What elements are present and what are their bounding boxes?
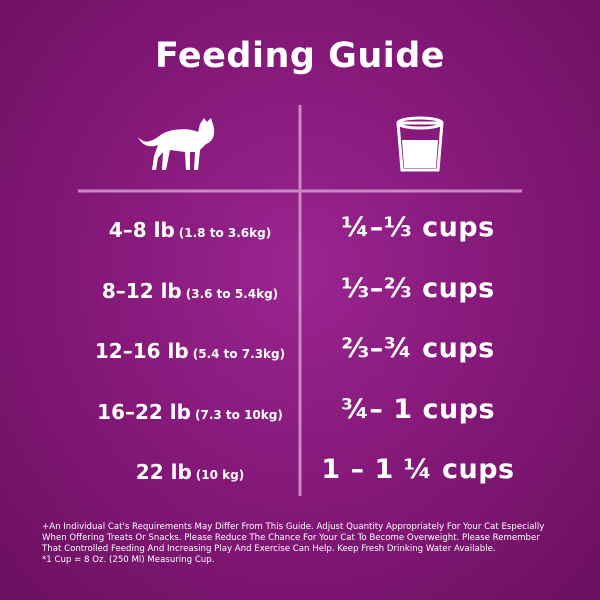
table-row: 12–16 lb (5.4 to 7.3kg) ⅔–¾ cups bbox=[0, 331, 600, 371]
amount: ⅔–¾ cups bbox=[341, 333, 495, 364]
weight-cell: 12–16 lb (5.4 to 7.3kg) bbox=[40, 339, 340, 363]
table-row: 4–8 lb (1.8 to 3.6kg) ¼–⅓ cups bbox=[0, 210, 600, 250]
weight: 8–12 lb bbox=[101, 278, 182, 303]
amount: ¾– 1 cups bbox=[340, 393, 496, 425]
cat-icon bbox=[138, 118, 215, 170]
footnote-line: When Offering Treats Or Snacks. Please R… bbox=[42, 533, 540, 543]
title: Feeding Guide bbox=[154, 36, 446, 76]
metric-weight: (1.8 to 3.6kg) bbox=[178, 226, 272, 240]
footnote-line: +An Individual Cat's Requirements May Di… bbox=[42, 522, 545, 532]
metric-weight: (3.6 to 5.4kg) bbox=[185, 286, 279, 301]
weight-cell: 4–8 lb (1.8 to 3.6kg) bbox=[40, 218, 340, 242]
weight-cell: 16–22 lb (7.3 to 10kg) bbox=[40, 400, 340, 424]
metric-weight: (10 kg) bbox=[195, 468, 245, 482]
footnote-line: That Controlled Feeding And Increasing P… bbox=[42, 544, 496, 554]
amount: ¼–⅓ cups bbox=[341, 212, 495, 243]
table-row: 16–22 lb (7.3 to 10kg) ¾– 1 cups bbox=[0, 392, 600, 432]
amount: 1 – 1 ¼ cups bbox=[321, 454, 515, 485]
footnote: +An Individual Cat's Requirements May Di… bbox=[42, 522, 600, 566]
weight: 22 lb bbox=[135, 460, 192, 484]
cup-icon bbox=[396, 116, 444, 172]
weight: 12–16 lb bbox=[94, 339, 189, 363]
metric-weight: (5.4 to 7.3kg) bbox=[192, 347, 286, 361]
amount: ⅓–⅔ cups bbox=[341, 272, 495, 304]
table-row: 8–12 lb (3.6 to 5.4kg) ⅓–⅔ cups bbox=[0, 271, 600, 311]
table-row: 22 lb (10 kg) 1 – 1 ¼ cups bbox=[0, 452, 600, 492]
weight-cell: 22 lb (10 kg) bbox=[40, 460, 340, 484]
weight: 4–8 lb bbox=[108, 218, 175, 242]
weight: 16–22 lb bbox=[97, 399, 191, 424]
metric-weight: (7.3 to 10kg) bbox=[194, 407, 283, 422]
footnote-line: *1 Cup = 8 Oz. (250 Ml) Measuring Cup. bbox=[42, 555, 215, 565]
weight-cell: 8–12 lb (3.6 to 5.4kg) bbox=[40, 279, 340, 303]
